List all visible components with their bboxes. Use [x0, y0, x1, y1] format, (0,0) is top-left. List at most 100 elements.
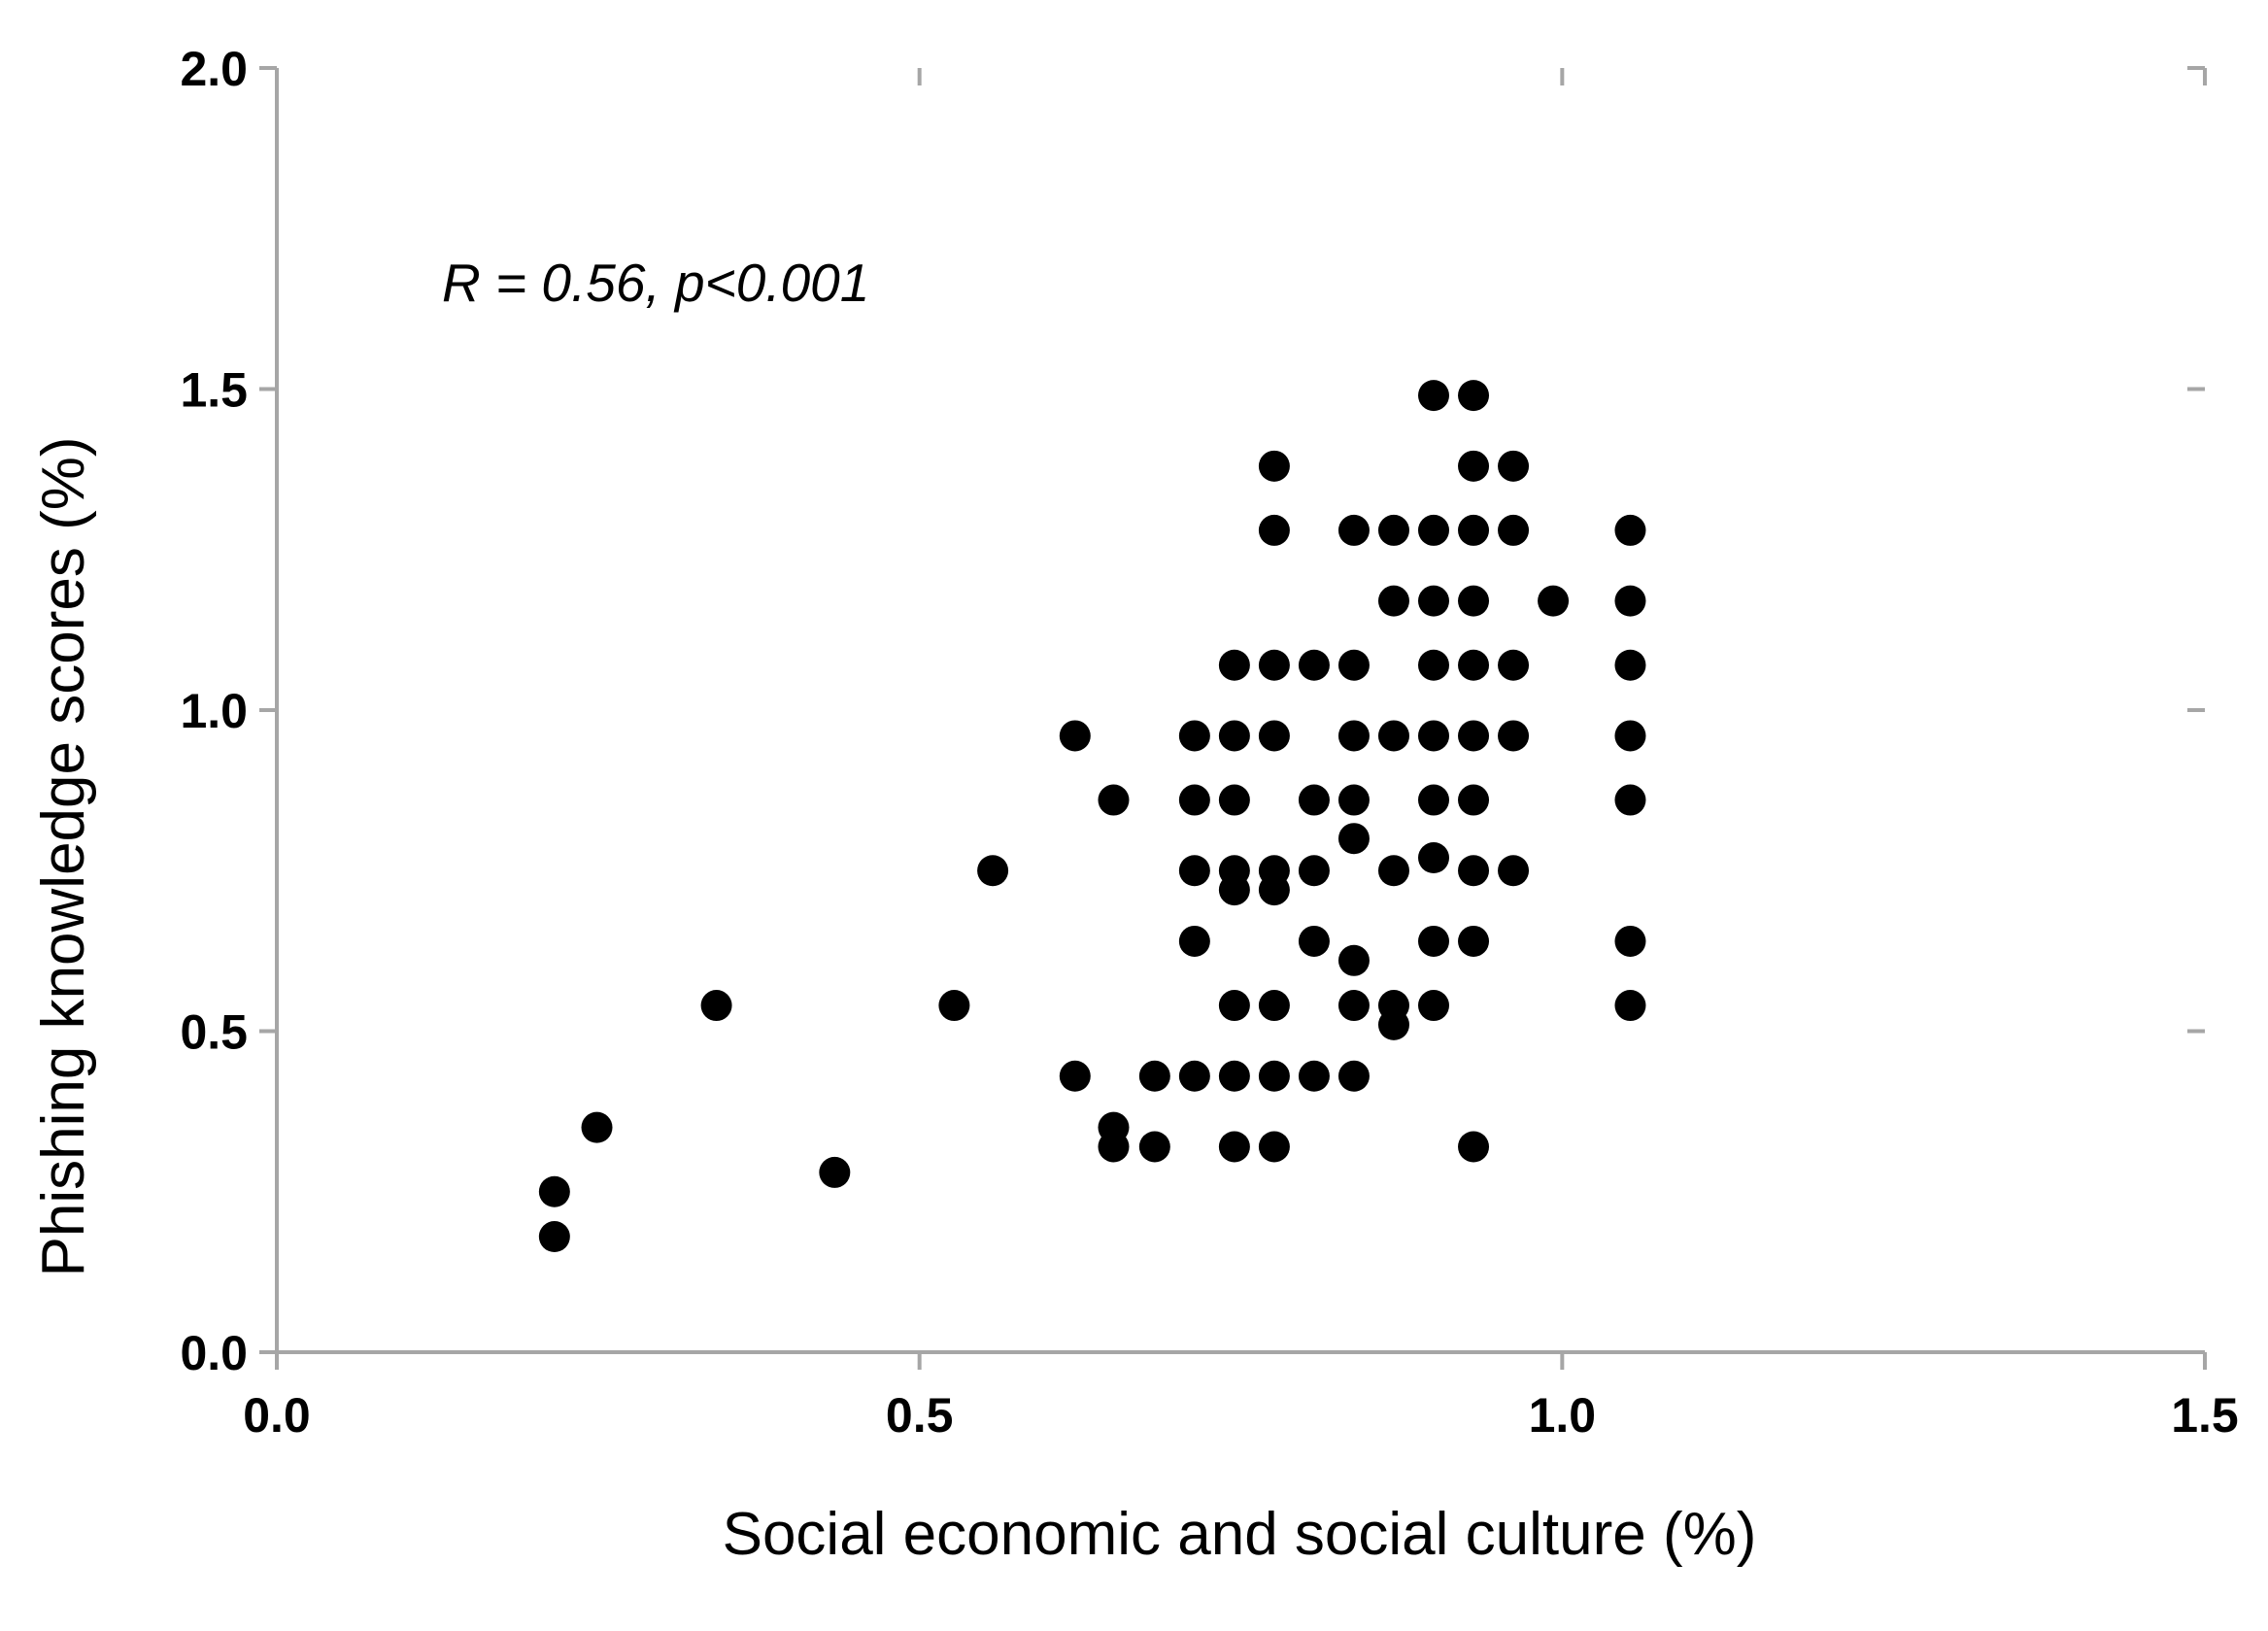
data-point	[1178, 855, 1210, 887]
data-point	[1498, 514, 1530, 546]
ticks	[259, 66, 2207, 1370]
data-point	[938, 990, 970, 1022]
data-point	[538, 1175, 570, 1207]
data-point	[1059, 1060, 1091, 1092]
data-point	[1337, 1060, 1370, 1092]
data-point	[1258, 649, 1290, 681]
data-point	[1377, 720, 1409, 752]
x-tick-label: 1.0	[1529, 1388, 1597, 1443]
x-tick-label: 1.5	[2171, 1388, 2239, 1443]
data-point	[1458, 925, 1490, 957]
data-point	[1614, 585, 1646, 617]
data-point	[1614, 514, 1646, 546]
data-point	[1614, 990, 1646, 1022]
data-point	[1178, 720, 1210, 752]
data-point	[1614, 925, 1646, 957]
data-point	[1498, 450, 1530, 482]
data-point	[1458, 784, 1490, 816]
data-point	[1337, 823, 1370, 855]
data-point	[1218, 874, 1250, 906]
data-point	[1337, 514, 1370, 546]
data-point	[1258, 990, 1290, 1022]
data-point	[1418, 514, 1449, 546]
data-point	[1258, 1131, 1290, 1163]
data-point	[1498, 720, 1530, 752]
data-point	[1458, 450, 1490, 482]
data-point	[819, 1156, 851, 1188]
x-tick-label: 0.5	[886, 1388, 954, 1443]
y-tick-label: 1.5	[180, 363, 248, 418]
data-point	[1098, 1131, 1130, 1163]
data-point	[1298, 855, 1330, 887]
tick-labels: 0.0 0.5 1.0 1.5 0.0 0.5 1.0 1.5 2.0	[180, 42, 2238, 1443]
data-point	[1178, 925, 1210, 957]
data-point	[1498, 649, 1530, 681]
data-point	[1178, 784, 1210, 816]
data-point	[1614, 784, 1646, 816]
data-point	[1418, 842, 1449, 874]
data-point	[1418, 720, 1449, 752]
data-point	[1614, 720, 1646, 752]
data-point	[1218, 990, 1250, 1022]
data-point	[1218, 1131, 1250, 1163]
data-point	[1458, 649, 1490, 681]
data-point	[1337, 649, 1370, 681]
correlation-annotation: R = 0.56, p<0.001	[442, 253, 869, 313]
data-point	[1059, 720, 1091, 752]
y-tick-label: 1.0	[180, 684, 248, 738]
data-point	[1337, 944, 1370, 976]
data-point	[1218, 1060, 1250, 1092]
data-point	[1138, 1060, 1170, 1092]
data-point	[1298, 649, 1330, 681]
data-point	[1178, 1060, 1210, 1092]
data-point	[1418, 585, 1449, 617]
data-point	[1418, 784, 1449, 816]
data-point	[1377, 514, 1409, 546]
data-point	[1458, 1131, 1490, 1163]
data-point	[1218, 720, 1250, 752]
y-tick-label: 0.0	[180, 1326, 248, 1380]
data-point	[1258, 514, 1290, 546]
data-point	[1458, 720, 1490, 752]
data-point	[1614, 649, 1646, 681]
data-point	[1258, 720, 1290, 752]
data-point	[1458, 514, 1490, 546]
data-point	[538, 1221, 570, 1253]
data-point	[1298, 784, 1330, 816]
data-point	[700, 990, 732, 1022]
data-point	[1258, 1060, 1290, 1092]
x-tick-label: 0.0	[243, 1388, 311, 1443]
data-point	[1298, 925, 1330, 957]
data-point	[1458, 380, 1490, 412]
data-point	[1098, 784, 1130, 816]
data-point	[977, 855, 1009, 887]
x-axis-title: Social economic and social culture (%)	[723, 1501, 1757, 1568]
data-point	[1258, 874, 1290, 906]
data-point	[1418, 649, 1449, 681]
data-point	[1418, 380, 1449, 412]
data-point	[1377, 855, 1409, 887]
data-point	[1377, 585, 1409, 617]
data-point	[1258, 450, 1290, 482]
data-point	[1418, 925, 1449, 957]
data-point	[1498, 855, 1530, 887]
data-point	[1218, 784, 1250, 816]
data-point	[581, 1111, 613, 1143]
data-point	[1337, 784, 1370, 816]
data-point	[1538, 585, 1570, 617]
y-axis-title: Phishing knowledge scores (%)	[30, 437, 97, 1277]
data-point	[1337, 990, 1370, 1022]
data-point	[1218, 649, 1250, 681]
data-point	[1298, 1060, 1330, 1092]
data-point	[1458, 585, 1490, 617]
data-point	[1337, 720, 1370, 752]
y-tick-label: 2.0	[180, 42, 248, 96]
data-point	[1418, 990, 1449, 1022]
data-points	[538, 380, 1646, 1253]
data-point	[1458, 855, 1490, 887]
y-tick-label: 0.5	[180, 1005, 248, 1060]
data-point	[1377, 1008, 1409, 1040]
data-point	[1138, 1131, 1170, 1163]
